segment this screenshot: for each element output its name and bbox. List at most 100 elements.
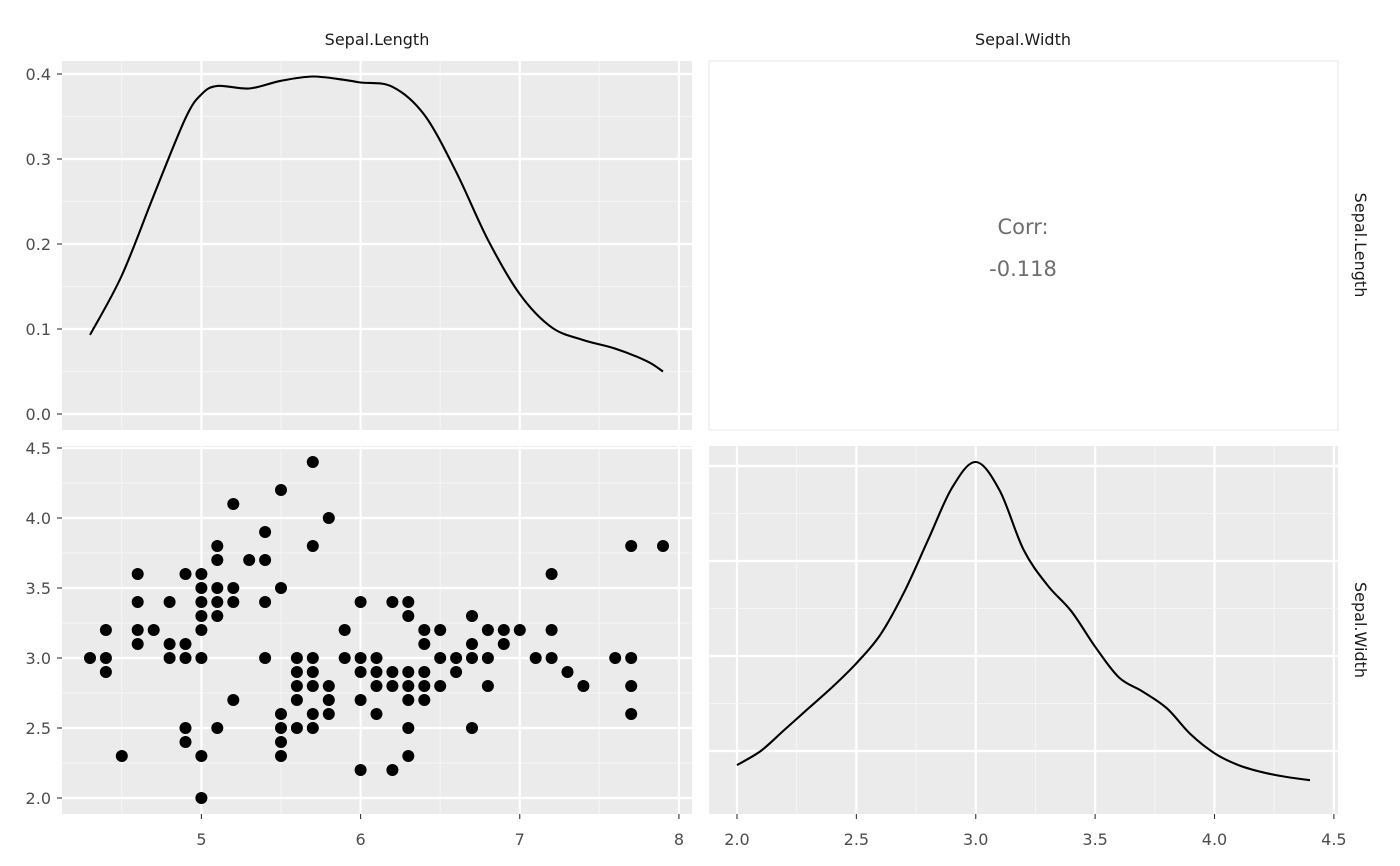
x-tick-label: 4.5 [1321, 830, 1346, 849]
scatter-point [402, 610, 415, 622]
scatter-point [163, 638, 176, 650]
scatter-point [179, 568, 192, 580]
scatter-point [338, 652, 351, 664]
scatter-point [195, 582, 208, 594]
scatter-point [497, 638, 510, 650]
scatter-point [99, 624, 112, 636]
scatter-point [163, 652, 176, 664]
scatter-point [625, 652, 638, 664]
scatter-point [195, 750, 208, 762]
y-tick-label: 3.5 [26, 579, 51, 598]
scatter-point [227, 694, 240, 706]
scatter-points [84, 456, 669, 804]
panel-correlation: Corr: -0.118 [708, 60, 1339, 431]
scatter-point [481, 652, 494, 664]
panel-background [709, 446, 1338, 814]
scatter-point [322, 512, 335, 524]
scatter-point [386, 764, 399, 776]
scatter-point [290, 694, 303, 706]
density-line-sepal-width [736, 460, 1311, 782]
y-tick-label: 0.4 [26, 65, 51, 84]
axis-ticks: 0.0 0.1 0.2 0.3 0.4 2.0 2.5 3.0 3.5 4.0 4.5 5 6 7 8 2.0… [26, 65, 1347, 849]
scatter-point [227, 596, 240, 608]
scatter-point [195, 652, 208, 664]
scatter-point [275, 722, 287, 734]
scatter-point [147, 624, 160, 636]
x-tick-label: 8 [674, 830, 684, 849]
y-tick-label: 0.3 [26, 150, 51, 169]
x-tick-label: 3.0 [963, 830, 988, 849]
density-line-sepal-length [89, 75, 664, 373]
scatter-point [195, 568, 208, 580]
scatter-point [259, 554, 272, 566]
scatter-point [402, 722, 415, 734]
scatter-point [211, 540, 224, 552]
scatter-point [322, 708, 335, 720]
scatter-point [211, 610, 224, 622]
scatter-point [545, 652, 558, 664]
scatter-point [243, 554, 256, 566]
correlation-label: Corr: [997, 215, 1048, 239]
panel-density-sepal-length [62, 61, 692, 430]
y-tick-label: 2.5 [26, 719, 51, 738]
scatter-point [131, 568, 144, 580]
scatter-point [195, 596, 208, 608]
scatter-point [306, 680, 319, 692]
scatter-point [99, 666, 112, 678]
scatter-point [306, 456, 319, 468]
scatter-point [418, 666, 431, 678]
scatter-point [306, 652, 319, 664]
scatter-point [354, 666, 367, 678]
scatter-point [290, 680, 303, 692]
panel-background [62, 61, 692, 430]
y-tick-label: 0.1 [26, 320, 51, 339]
scatter-point [131, 638, 144, 650]
scatter-point [275, 708, 287, 720]
x-tick-label: 6 [355, 830, 365, 849]
scatter-point [259, 652, 272, 664]
scatter-point [290, 666, 303, 678]
grid-lines [62, 61, 692, 430]
y-tick-label: 4.0 [26, 509, 51, 528]
scatter-point [179, 722, 192, 734]
scatter-point [306, 666, 319, 678]
scatter-point [275, 484, 287, 496]
scatter-point [290, 722, 303, 734]
y-tick-label: 0.2 [26, 235, 51, 254]
scatter-point [84, 652, 96, 664]
scatter-point [625, 540, 638, 552]
panel-border [708, 60, 1339, 431]
scatter-point [450, 652, 463, 664]
scatter-point [354, 596, 367, 608]
scatter-point [275, 750, 287, 762]
y-tick-label: 0.0 [26, 405, 51, 424]
scatter-point [402, 596, 415, 608]
scatter-point [275, 736, 287, 748]
scatter-point [545, 624, 558, 636]
scatter-point [609, 652, 622, 664]
x-tick-label: 2.5 [844, 830, 869, 849]
scatter-point [466, 638, 478, 650]
scatter-point [466, 652, 478, 664]
scatter-point [131, 596, 144, 608]
correlation-value: -0.118 [989, 257, 1057, 281]
scatter-point [290, 652, 303, 664]
scatter-point [306, 540, 319, 552]
scatter-point [259, 596, 272, 608]
y-tick-label: 4.5 [26, 439, 51, 458]
scatter-point [195, 792, 208, 804]
column-strip-sepal-length: Sepal.Length [325, 30, 430, 49]
scatter-point [259, 526, 272, 538]
scatter-point [354, 764, 367, 776]
y-tick-label: 3.0 [26, 649, 51, 668]
scatter-point [402, 694, 415, 706]
scatter-point [99, 652, 112, 664]
scatter-point [115, 750, 128, 762]
scatter-point [163, 596, 176, 608]
scatter-point [513, 624, 526, 636]
scatter-point [434, 652, 447, 664]
scatter-point [306, 708, 319, 720]
y-tick-label: 2.0 [26, 789, 51, 808]
scatter-point [131, 624, 144, 636]
